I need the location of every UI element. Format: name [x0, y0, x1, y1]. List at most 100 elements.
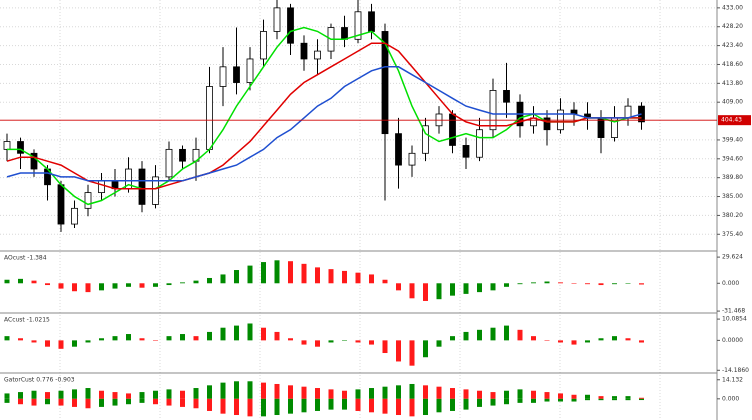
histogram-bar	[409, 340, 415, 366]
histogram-bar	[99, 390, 104, 399]
candle-body	[273, 7, 281, 32]
histogram-bar	[85, 398, 91, 409]
histogram-bar	[504, 398, 509, 405]
histogram-bar	[126, 334, 131, 341]
histogram-bar	[166, 389, 172, 399]
histogram-bar	[558, 393, 563, 399]
histogram-bar	[558, 340, 563, 343]
histogram-bar	[315, 388, 320, 399]
histogram-bar	[477, 398, 482, 407]
y-tick-label: 14.132	[722, 376, 743, 383]
histogram-bar	[517, 389, 523, 399]
histogram-bar	[463, 331, 469, 341]
histogram-bar	[598, 396, 604, 399]
histogram-bar	[315, 340, 320, 347]
histogram-bar	[4, 393, 10, 399]
histogram-bar	[99, 398, 104, 407]
histogram-bar	[450, 336, 455, 341]
y-tick-label: 413.80	[722, 80, 743, 87]
histogram-bar	[301, 398, 307, 413]
histogram-bar	[463, 283, 469, 294]
histogram-bar	[382, 398, 388, 414]
histogram-bar	[288, 385, 293, 399]
histogram-bar	[58, 390, 64, 399]
histogram-bar	[544, 281, 550, 284]
candle-body	[179, 148, 186, 162]
histogram-bar	[423, 340, 428, 358]
histogram-bar	[72, 283, 77, 292]
histogram-bar	[396, 283, 401, 291]
histogram-bar	[180, 390, 185, 399]
histogram-bar	[247, 398, 253, 417]
histogram-bar	[234, 270, 239, 284]
histogram-bar	[490, 283, 496, 291]
histogram-bar	[180, 282, 185, 284]
histogram-bar	[450, 283, 455, 296]
candle-body	[462, 145, 470, 158]
histogram-bar	[126, 283, 131, 287]
histogram-bar	[342, 340, 347, 341]
y-tick-label: 394.60	[722, 155, 743, 162]
price-label: 404.43	[721, 117, 742, 124]
histogram-bar	[193, 398, 199, 409]
histogram-bar	[450, 398, 455, 411]
candle-body	[233, 66, 240, 83]
histogram-bar	[126, 398, 131, 405]
histogram-bar	[544, 392, 550, 399]
histogram-bar	[301, 263, 307, 284]
histogram-bar	[382, 340, 388, 354]
y-tick-label: 428.20	[722, 23, 743, 30]
histogram-bar	[193, 388, 199, 399]
histogram-bar	[355, 340, 361, 343]
y-tick-label: 0.000	[722, 395, 739, 402]
histogram-bar	[193, 336, 199, 341]
histogram-bar	[490, 392, 496, 399]
histogram-bar	[463, 389, 469, 399]
histogram-bar	[234, 381, 239, 399]
histogram-bar	[558, 282, 563, 284]
histogram-bar	[288, 261, 293, 284]
histogram-bar	[612, 336, 617, 341]
histogram-bar	[153, 390, 158, 399]
histogram-bar	[58, 340, 64, 349]
histogram-bar	[274, 331, 280, 341]
candle-body	[206, 86, 213, 150]
candle-body	[287, 7, 294, 44]
histogram-bar	[612, 398, 617, 401]
histogram-bar	[261, 262, 266, 284]
histogram-bar	[153, 398, 158, 405]
histogram-bar	[355, 272, 361, 284]
moving-average-line	[6, 42, 642, 190]
candle-body	[17, 141, 24, 154]
histogram-bar	[396, 398, 401, 416]
y-tick-label: 0.0000	[722, 337, 743, 344]
histogram-bar	[490, 398, 496, 406]
histogram-bar	[45, 283, 50, 286]
histogram-bar	[207, 385, 212, 399]
panel-title: GatorCust 0.776 -0.903	[4, 377, 75, 384]
candle-body	[368, 11, 375, 32]
histogram-bar	[436, 398, 442, 413]
histogram-bar	[436, 386, 442, 399]
y-tick-label: 385.00	[722, 193, 743, 200]
histogram-bar	[31, 398, 37, 406]
histogram-bar	[85, 340, 91, 343]
histogram-bar	[180, 334, 185, 341]
histogram-bar	[315, 398, 320, 411]
histogram-bar	[112, 392, 118, 399]
histogram-bar	[139, 338, 145, 341]
candle-body	[408, 152, 416, 166]
histogram-bar	[396, 340, 401, 362]
histogram-bar	[247, 265, 253, 284]
histogram-bar	[531, 336, 536, 341]
histogram-bar	[31, 340, 37, 343]
moving-average-line	[7, 26, 642, 206]
histogram-bar	[504, 390, 509, 399]
histogram-bar	[436, 283, 442, 300]
histogram-bar	[477, 390, 482, 399]
histogram-bar	[261, 327, 266, 341]
candle-body	[71, 207, 78, 225]
histogram-bar	[639, 397, 644, 399]
histogram-bar	[625, 398, 631, 401]
